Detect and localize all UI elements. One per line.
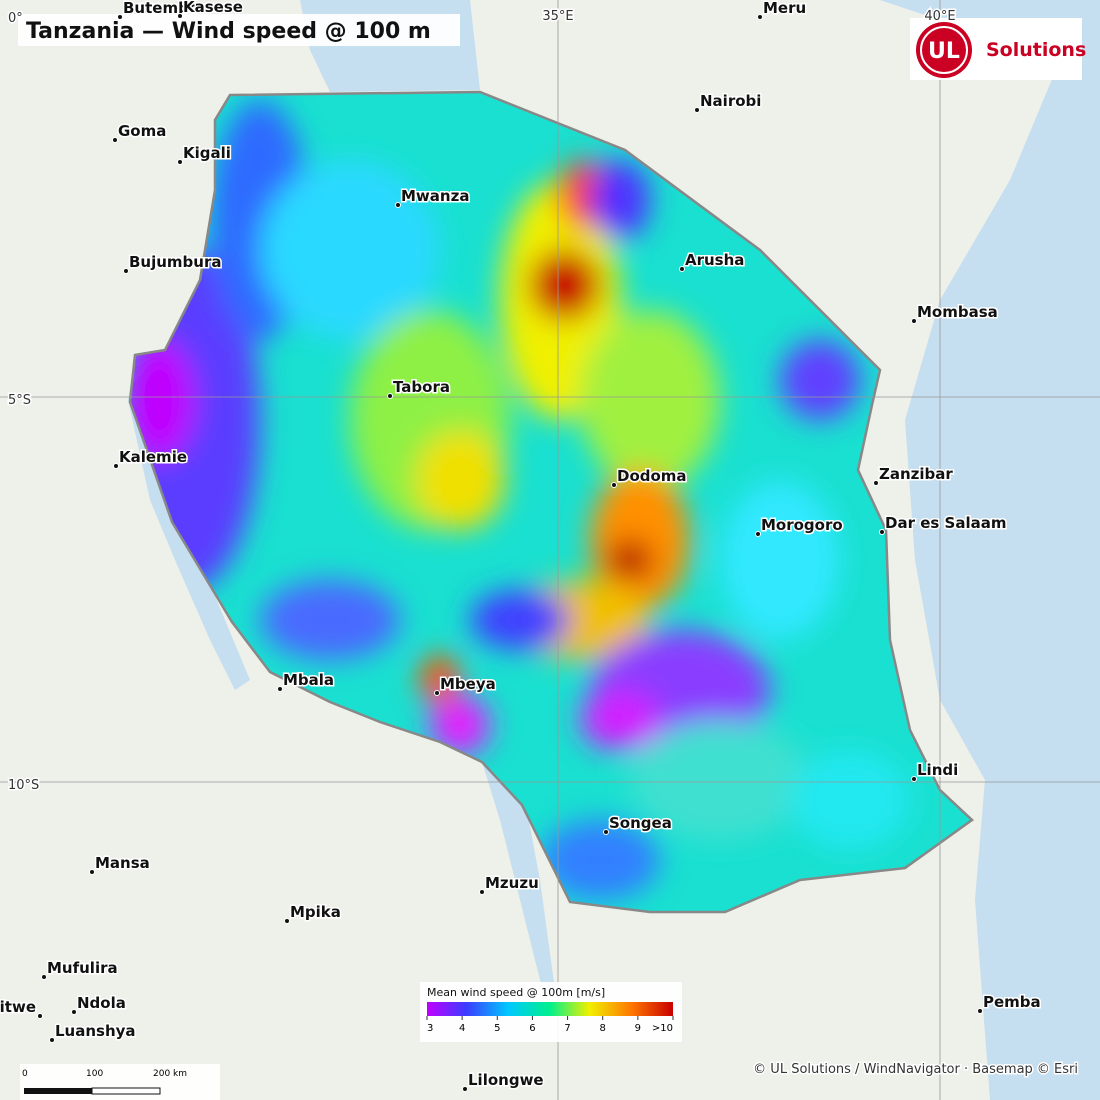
city-label: Kigali [183, 144, 231, 162]
city-label: Dodoma [617, 467, 687, 485]
city-dot [757, 14, 763, 20]
city-label: Zanzibar [879, 465, 953, 483]
city-label: Nairobi [700, 92, 761, 110]
title: Tanzania — Wind speed @ 100 m [26, 19, 431, 44]
city-dot [755, 531, 761, 537]
city-dot [284, 918, 290, 924]
city-dot [387, 393, 393, 399]
city-dot [41, 974, 47, 980]
city-dot [277, 686, 283, 692]
graticule-label: 0° [8, 11, 23, 26]
legend-tick-label: 8 [600, 1023, 606, 1034]
logo-circle [916, 22, 972, 78]
legend-title: Mean wind speed @ 100m [m/s] [427, 986, 605, 999]
scale-segment [24, 1088, 92, 1094]
graticule-label: 5°S [8, 393, 31, 408]
city-label: Mbala [283, 671, 334, 689]
city-dot [177, 13, 183, 19]
legend-tick-label: 5 [494, 1023, 500, 1034]
legend-tick-label: 6 [529, 1023, 535, 1034]
legend-tick-label: 9 [635, 1023, 641, 1034]
city-dot [611, 482, 617, 488]
city-dot [434, 690, 440, 696]
city-label: Mbeya [440, 675, 496, 693]
scale-label: 200 km [153, 1069, 187, 1079]
scale-label: 0 [22, 1069, 28, 1079]
attribution: © UL Solutions / WindNavigator · Basemap… [753, 1062, 1078, 1077]
city-label: Mansa [95, 854, 150, 872]
city-dot [679, 266, 685, 272]
legend-tick-label: 4 [459, 1023, 465, 1034]
city-label: Mzuzu [485, 874, 539, 892]
legend-tick-label: >10 [652, 1023, 673, 1034]
city-dot [37, 1013, 43, 1019]
city-label: Morogoro [761, 516, 843, 534]
city-dot [71, 1009, 77, 1015]
graticule-label: 40°E [924, 9, 955, 24]
city-label: Kasese [183, 0, 243, 16]
city-dot [694, 107, 700, 113]
city-label: Pemba [983, 993, 1041, 1011]
legend-tick-label: 7 [564, 1023, 570, 1034]
city-label: Ndola [77, 994, 126, 1012]
city-dot [479, 889, 485, 895]
graticule-label: 35°E [542, 9, 573, 24]
city-label: Arusha [685, 251, 744, 269]
city-dot [873, 480, 879, 486]
city-dot [123, 268, 129, 274]
legend-tick-label: 3 [427, 1023, 433, 1034]
city-dot [911, 318, 917, 324]
city-label: Mpika [290, 903, 341, 921]
scale-segment [91, 1087, 161, 1095]
scale-label: 100 [86, 1069, 103, 1079]
city-dot [113, 463, 119, 469]
city-dot [911, 776, 917, 782]
city-dot [603, 829, 609, 835]
city-label: Lindi [917, 761, 958, 779]
city-label: Tabora [393, 378, 450, 396]
city-dot [112, 137, 118, 143]
city-label: Kalemie [119, 448, 187, 466]
logo-text: Solutions [986, 39, 1086, 61]
city-label: Dar es Salaam [885, 514, 1006, 532]
city-label: Mufulira [47, 959, 118, 977]
title-box [18, 14, 460, 46]
graticule-label: 10°S [8, 778, 39, 793]
city-label: Kitwe [0, 998, 36, 1016]
city-label: Mwanza [401, 187, 469, 205]
graticule-label: 30° [138, 3, 161, 18]
city-label: Meru [763, 0, 806, 17]
logo-ring [920, 26, 968, 74]
ocean [880, 0, 1100, 1100]
city-dot [177, 159, 183, 165]
city-label: Songea [609, 814, 672, 832]
city-label: Mombasa [917, 303, 998, 321]
city-dot [395, 202, 401, 208]
scale-box [20, 1064, 220, 1100]
city-label: Lilongwe [468, 1071, 544, 1089]
city-dot [89, 869, 95, 875]
city-dot [977, 1008, 983, 1014]
lake-malawi [482, 762, 555, 1000]
logo-mark: UL [928, 39, 960, 64]
city-dot [117, 14, 123, 20]
city-dot [49, 1037, 55, 1043]
city-label: Bujumbura [129, 253, 222, 271]
legend-colorbar [427, 1002, 673, 1016]
city-label: Luanshya [55, 1022, 136, 1040]
city-dot [879, 529, 885, 535]
city-label: Goma [118, 122, 166, 140]
city-dot [462, 1086, 468, 1092]
